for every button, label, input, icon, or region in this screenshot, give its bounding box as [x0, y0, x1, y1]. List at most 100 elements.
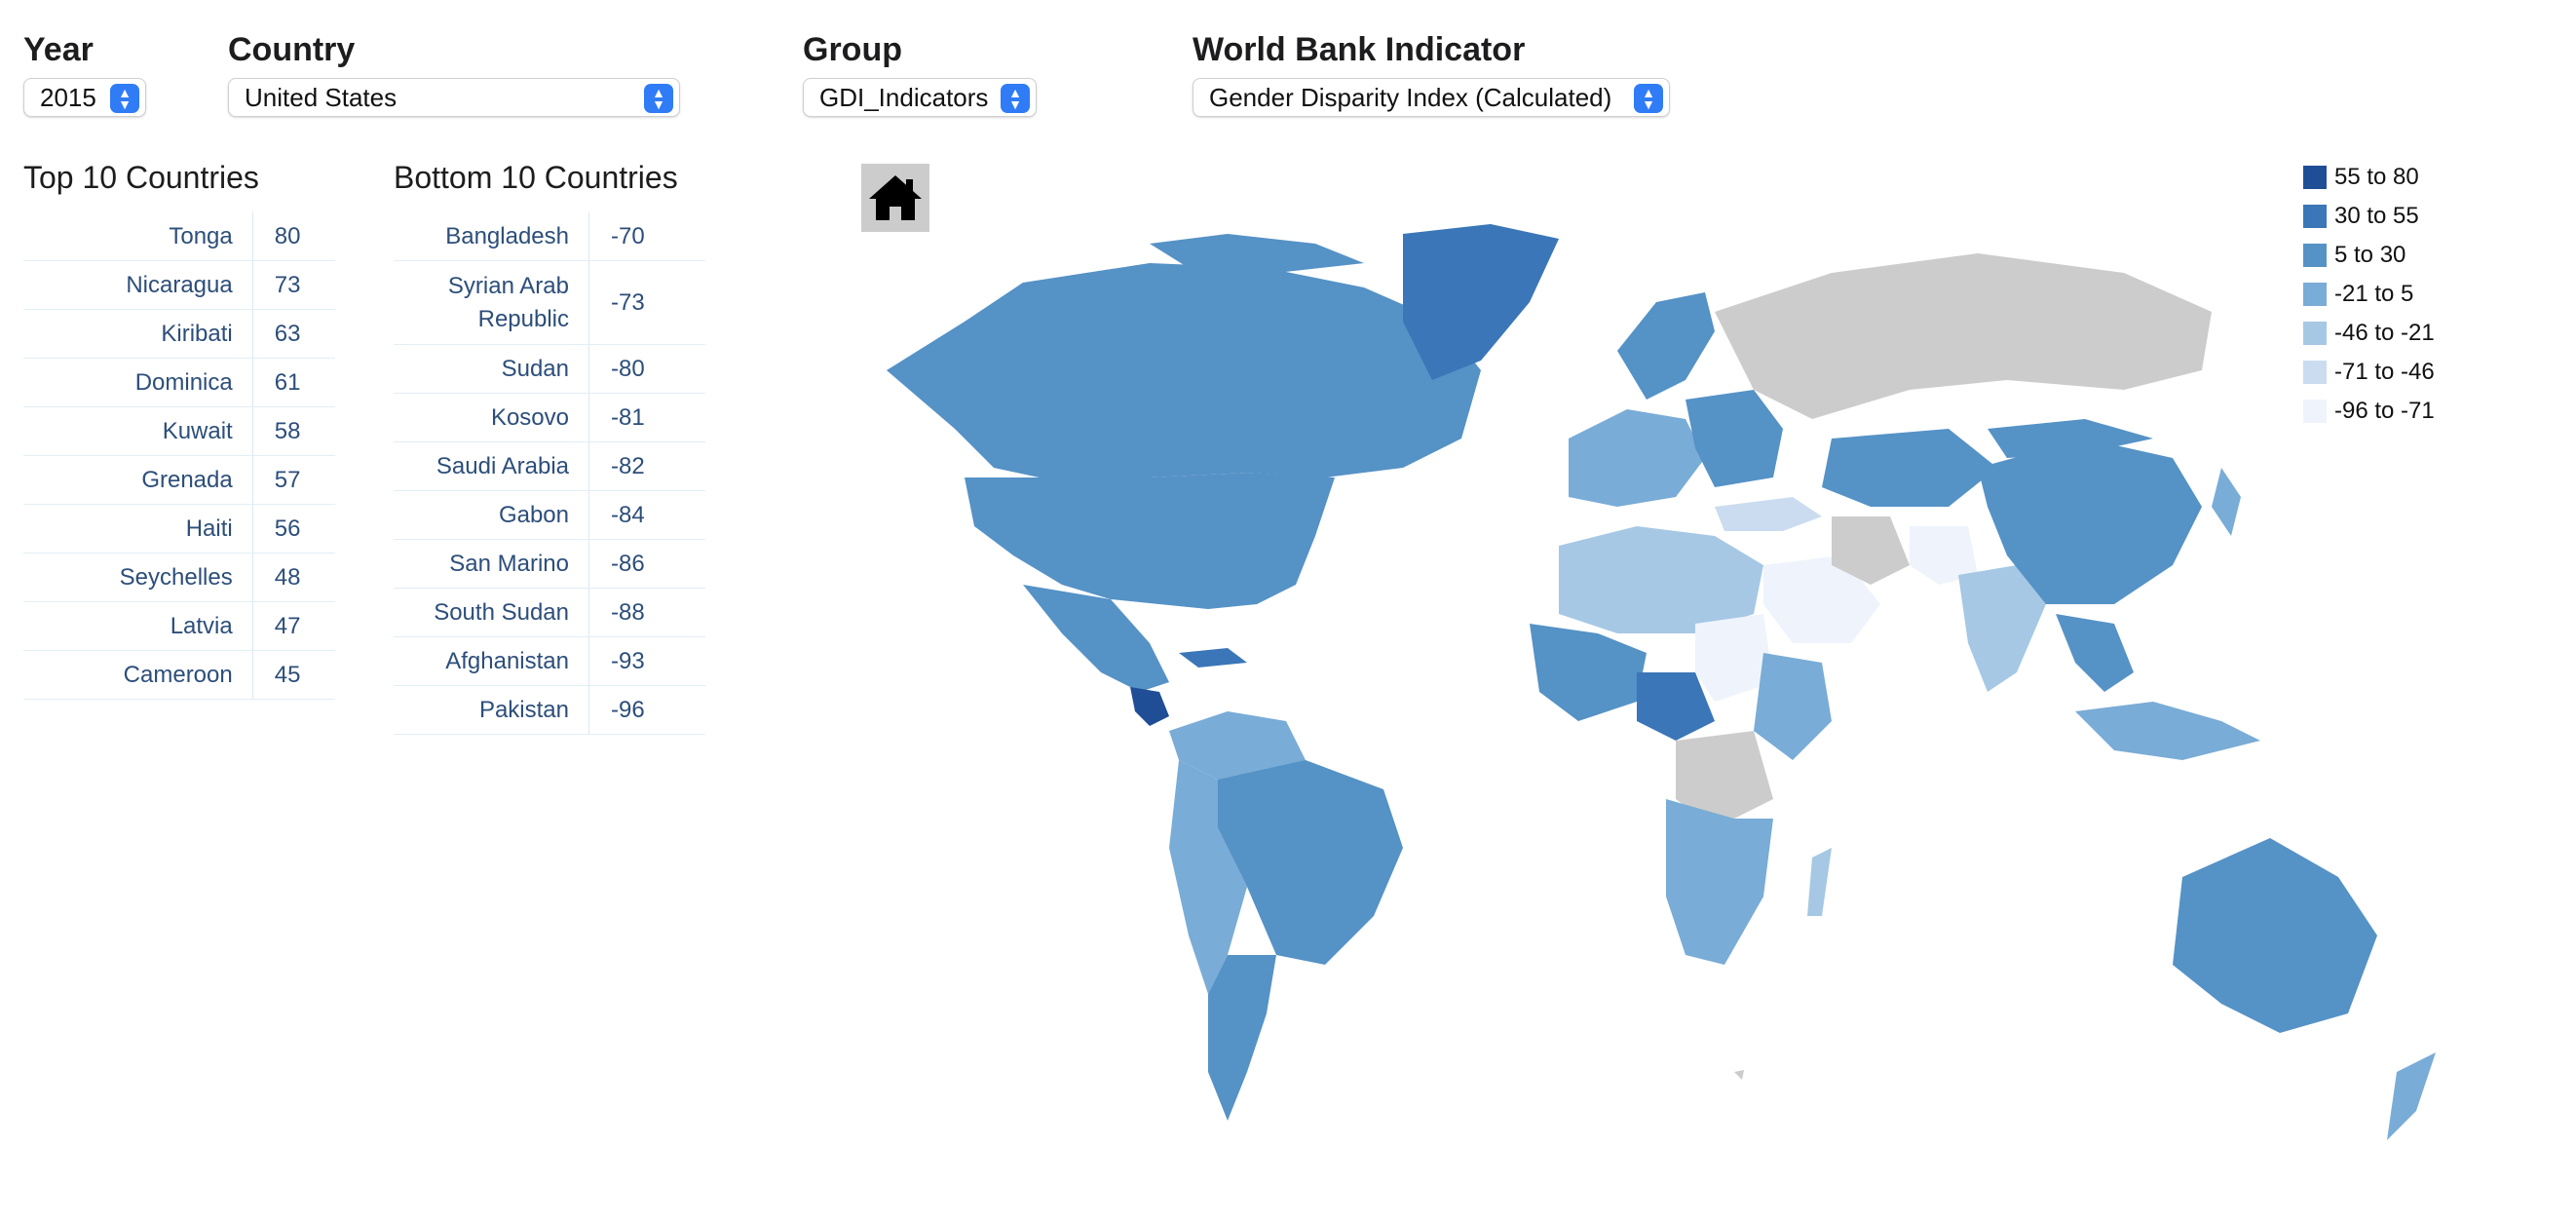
- country-name: Cameroon: [23, 650, 253, 700]
- legend-item: -21 to 5: [2303, 275, 2435, 314]
- country-value: -88: [588, 588, 705, 637]
- map-region-west-africa[interactable]: [1530, 624, 1647, 721]
- map-region-antarctic-islands[interactable]: [1734, 1070, 1744, 1080]
- map-region-canada[interactable]: [887, 263, 1481, 482]
- table-row: Bangladesh -70: [394, 212, 705, 261]
- indicator-select[interactable]: Gender Disparity Index (Calculated) ▲ ▼: [1193, 78, 1670, 117]
- map-region-andes[interactable]: [1169, 760, 1247, 994]
- country-name: Haiti: [23, 504, 253, 554]
- country-value: -81: [588, 393, 705, 442]
- legend-item: 5 to 30: [2303, 236, 2435, 275]
- table-row: Dominica 61: [23, 358, 335, 407]
- map-region-scandinavia[interactable]: [1617, 292, 1715, 400]
- map-region-china[interactable]: [1978, 439, 2202, 604]
- legend-label: -96 to -71: [2334, 398, 2435, 424]
- home-button[interactable]: [861, 164, 929, 232]
- year-label: Year: [23, 31, 94, 68]
- map-region-pakistan-afghanistan[interactable]: [1910, 526, 1978, 585]
- map-region-western-europe[interactable]: [1569, 409, 1705, 507]
- table-row: Seychelles 48: [23, 553, 335, 602]
- map-region-canadian-arctic[interactable]: [1150, 234, 1364, 273]
- legend-item: -71 to -46: [2303, 353, 2435, 392]
- map-region-russia[interactable]: [1715, 253, 2212, 419]
- map-region-brazil[interactable]: [1218, 760, 1403, 965]
- map-region-colombia-venezuela[interactable]: [1169, 711, 1306, 784]
- table-row: Pakistan -96: [394, 685, 705, 735]
- map-region-madagascar[interactable]: [1807, 848, 1832, 916]
- country-value: -93: [588, 636, 705, 686]
- country-name: Syrian Arab Republic: [394, 260, 589, 345]
- map-region-arabia[interactable]: [1763, 555, 1880, 643]
- country-name: Gabon: [394, 490, 589, 540]
- country-value: 80: [252, 212, 335, 261]
- map-region-india[interactable]: [1958, 565, 2046, 692]
- map-region-central-america[interactable]: [1130, 687, 1169, 726]
- select-arrows-icon: ▲ ▼: [1001, 84, 1030, 113]
- country-value: 58: [252, 406, 335, 456]
- country-value: -80: [588, 344, 705, 394]
- country-name: Kiribati: [23, 309, 253, 359]
- country-name: Pakistan: [394, 685, 589, 735]
- map-region-australia[interactable]: [2173, 838, 2377, 1033]
- map-region-central-asia[interactable]: [1822, 429, 1997, 507]
- map-region-japan[interactable]: [2212, 468, 2241, 536]
- table-row: Kuwait 58: [23, 406, 335, 456]
- legend-swatch: [2303, 244, 2327, 267]
- map-region-indonesia[interactable]: [2075, 702, 2260, 760]
- country-name: Grenada: [23, 455, 253, 505]
- legend-swatch: [2303, 361, 2327, 384]
- map-region-alaska[interactable]: [887, 283, 1033, 390]
- year-select-value: 2015: [40, 83, 96, 112]
- select-arrows-icon: ▲ ▼: [644, 84, 673, 113]
- country-name: Afghanistan: [394, 636, 589, 686]
- table-row: Saudi Arabia -82: [394, 441, 705, 491]
- country-value: 45: [252, 650, 335, 700]
- group-select[interactable]: GDI_Indicators ▲ ▼: [803, 78, 1037, 117]
- legend-label: 55 to 80: [2334, 164, 2419, 190]
- map-region-turkey[interactable]: [1715, 497, 1822, 531]
- table-row: Grenada 57: [23, 455, 335, 505]
- bottom-countries-title: Bottom 10 Countries: [394, 160, 678, 195]
- country-value: -73: [588, 260, 705, 345]
- map-region-greenland[interactable]: [1403, 224, 1559, 380]
- country-value: 63: [252, 309, 335, 359]
- select-arrows-icon: ▲ ▼: [1634, 84, 1663, 113]
- table-row: San Marino -86: [394, 539, 705, 589]
- legend-label: 30 to 55: [2334, 203, 2419, 229]
- select-arrows-icon: ▲ ▼: [110, 84, 139, 113]
- year-select[interactable]: 2015 ▲ ▼: [23, 78, 146, 117]
- map-region-eastern-europe[interactable]: [1686, 390, 1783, 487]
- map-region-north-africa[interactable]: [1559, 526, 1763, 633]
- map-region-sudan[interactable]: [1695, 614, 1773, 702]
- country-value: 48: [252, 553, 335, 602]
- country-name: San Marino: [394, 539, 589, 589]
- map-region-mexico[interactable]: [1023, 585, 1169, 692]
- country-select-value: United States: [245, 83, 398, 112]
- country-value: 61: [252, 358, 335, 407]
- map-region-mongolia[interactable]: [1988, 419, 2153, 458]
- table-row: South Sudan -88: [394, 588, 705, 637]
- home-icon: [869, 175, 922, 220]
- map-region-new-zealand[interactable]: [2387, 1052, 2436, 1140]
- map-region-east-africa[interactable]: [1754, 653, 1832, 760]
- map-legend: 55 to 80 30 to 55 5 to 30 -21 to 5 -46 to -2…: [2303, 158, 2435, 431]
- map-region-southeast-asia[interactable]: [2056, 614, 2134, 692]
- map-region-central-africa[interactable]: [1676, 731, 1773, 828]
- table-row: Afghanistan -93: [394, 636, 705, 686]
- map-region-iran[interactable]: [1832, 516, 1910, 585]
- map-region-nigeria-cameroon[interactable]: [1637, 672, 1715, 741]
- map-region-caribbean[interactable]: [1179, 648, 1247, 668]
- map-region-southern-africa[interactable]: [1666, 799, 1773, 965]
- country-select[interactable]: United States ▲ ▼: [228, 78, 680, 117]
- legend-swatch: [2303, 166, 2327, 189]
- table-row: Syrian Arab Republic -73: [394, 260, 705, 345]
- country-value: -84: [588, 490, 705, 540]
- table-row: Kosovo -81: [394, 393, 705, 442]
- world-map[interactable]: [857, 214, 2572, 1189]
- legend-item: 30 to 55: [2303, 197, 2435, 236]
- map-region-united-states[interactable]: [965, 473, 1335, 609]
- map-region-argentina[interactable]: [1208, 955, 1276, 1121]
- group-label: Group: [803, 31, 902, 68]
- country-value: -96: [588, 685, 705, 735]
- legend-swatch: [2303, 205, 2327, 228]
